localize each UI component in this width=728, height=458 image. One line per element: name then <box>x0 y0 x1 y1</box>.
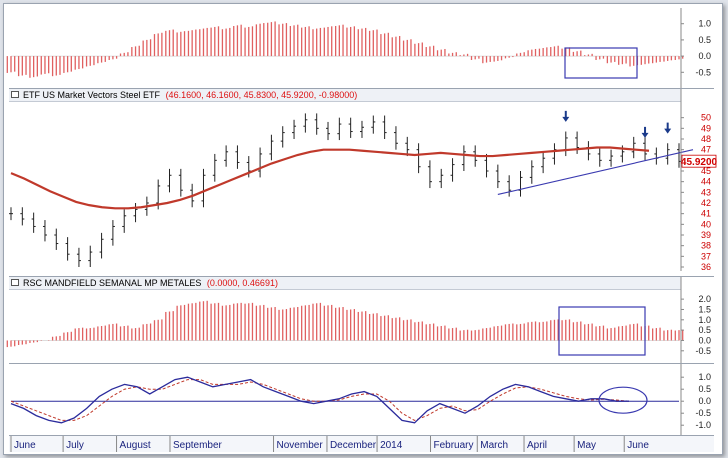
panel-menu-icon[interactable] <box>11 279 19 286</box>
y-tick-label: 0.5 <box>698 325 711 335</box>
month-label: April <box>527 440 547 451</box>
y-tick-label: 0.0 <box>698 335 711 345</box>
y-tick-label: 48 <box>701 134 711 144</box>
rsc-pane-header: RSC MANDFIELD SEMANAL MP METALES (0.0000… <box>9 277 681 290</box>
y-tick-label: 1.5 <box>698 304 711 314</box>
price-pane-title: ETF US Market Vectors Steel ETF <box>23 90 161 100</box>
y-tick-label: -0.5 <box>695 67 711 77</box>
trendline <box>497 149 694 196</box>
y-tick-label: 1.0 <box>698 19 711 29</box>
moving-average-line <box>10 146 650 210</box>
y-tick-label: 40 <box>701 219 711 229</box>
top-histogram-svg: 1.0 0.5 0.0 -0.5 <box>6 8 711 88</box>
price-pane-values: (46.1600, 46.1600, 45.8300, 45.9200, -0.… <box>165 90 358 100</box>
month-label: August <box>120 440 151 451</box>
y-tick-label: 1.0 <box>698 372 711 382</box>
y-tick-label: 1.0 <box>698 315 711 325</box>
month-label: November <box>277 440 324 451</box>
y-tick-label: 43 <box>701 187 711 197</box>
top-histogram-pane: 1.0 0.5 0.0 -0.5 <box>6 8 714 88</box>
month-label: February <box>434 440 474 451</box>
last-price-box <box>681 154 717 168</box>
price-pane-header: ETF US Market Vectors Steel ETF (46.1600… <box>9 89 681 102</box>
y-tick-label: 41 <box>701 209 711 219</box>
x-axis-svg: June July August September November December 2… <box>10 436 649 452</box>
highlight-ellipse <box>598 386 648 414</box>
y-tick-label: 42 <box>701 198 711 208</box>
oscillator-line <box>10 376 629 424</box>
rsc-pane-title: RSC MANDFIELD SEMANAL MP METALES <box>23 278 202 288</box>
rsc-pane: RSC MANDFIELD SEMANAL MP METALES (0.0000… <box>6 276 714 363</box>
month-label: July <box>66 440 84 451</box>
price-chart-svg: 50494847464544434241403938373645.9200 <box>9 89 718 272</box>
y-tick-label: 0.5 <box>698 35 711 45</box>
highlight-box <box>558 306 646 356</box>
y-tick-label: 36 <box>701 262 711 272</box>
month-label: 2014 <box>380 440 403 451</box>
oscillator-signal-line <box>10 379 630 421</box>
x-axis: June July August September November December 2… <box>9 435 714 452</box>
last-price-label: 45.9200 <box>681 157 718 168</box>
month-label: May <box>577 440 596 451</box>
oscillator-pane: 1.0 0.5 0.0 -0.5 -1.0 <box>9 363 714 436</box>
panel-menu-icon[interactable] <box>11 91 19 98</box>
y-tick-label: 39 <box>701 230 711 240</box>
y-tick-label: 2.0 <box>698 294 711 304</box>
y-tick-label: 0.5 <box>698 384 711 394</box>
y-tick-label: -1.0 <box>695 420 711 430</box>
rsc-histogram-svg: 2.01.51.00.50.0-0.5 <box>6 277 711 363</box>
y-tick-label: 49 <box>701 123 711 133</box>
y-tick-label: 0.0 <box>698 396 711 406</box>
highlight-box <box>564 47 638 79</box>
chart-window: 1.0 0.5 0.0 -0.5 ETF US Market Vectors Stee… <box>3 3 723 455</box>
y-tick-label: 38 <box>701 241 711 251</box>
month-label: December <box>330 440 377 451</box>
annotation-arrow-head <box>641 132 649 138</box>
y-tick-label: 0.0 <box>698 51 711 61</box>
y-tick-label: -0.5 <box>695 346 711 356</box>
month-label: March <box>480 440 508 451</box>
y-tick-label: 50 <box>701 113 711 123</box>
y-tick-label: -0.5 <box>695 408 711 418</box>
y-tick-label: 47 <box>701 145 711 155</box>
month-label: June <box>627 440 649 451</box>
y-tick-label: 45 <box>701 166 711 176</box>
month-label: June <box>14 440 36 451</box>
price-pane: ETF US Market Vectors Steel ETF (46.1600… <box>9 88 718 272</box>
month-label: September <box>173 440 223 451</box>
y-tick-label: 44 <box>701 177 711 187</box>
annotation-arrow-head <box>664 128 672 134</box>
y-tick-label: 37 <box>701 251 711 261</box>
rsc-pane-values: (0.0000, 0.46691) <box>206 278 278 288</box>
oscillator-svg: 1.0 0.5 0.0 -0.5 -1.0 <box>10 364 711 436</box>
annotation-arrow-head <box>562 116 570 122</box>
